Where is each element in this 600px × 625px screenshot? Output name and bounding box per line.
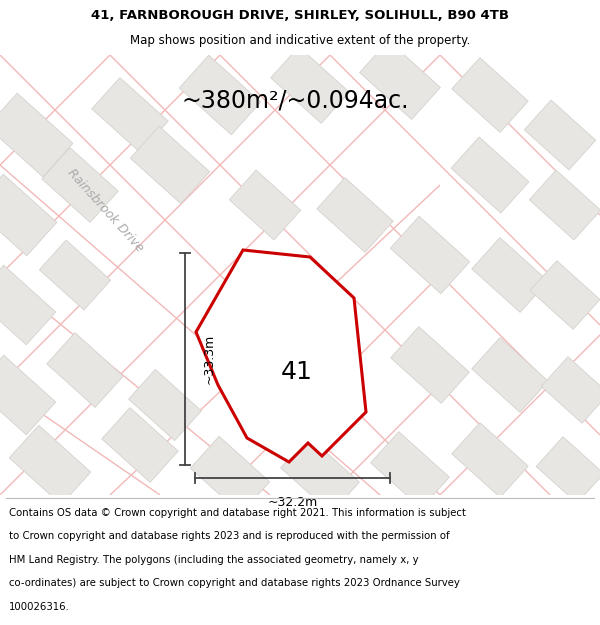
Text: to Crown copyright and database rights 2023 and is reproduced with the permissio: to Crown copyright and database rights 2… <box>9 531 449 541</box>
Text: ~33.3m: ~33.3m <box>203 334 216 384</box>
Text: co-ordinates) are subject to Crown copyright and database rights 2023 Ordnance S: co-ordinates) are subject to Crown copyr… <box>9 578 460 588</box>
Polygon shape <box>190 436 269 514</box>
Polygon shape <box>92 78 168 152</box>
Polygon shape <box>371 432 449 508</box>
Text: 41: 41 <box>281 360 313 384</box>
Polygon shape <box>472 338 548 412</box>
Polygon shape <box>536 437 600 503</box>
Polygon shape <box>229 330 301 400</box>
Polygon shape <box>530 261 600 329</box>
Polygon shape <box>271 47 349 123</box>
Polygon shape <box>40 240 110 310</box>
Polygon shape <box>281 437 359 513</box>
Text: ~380m²/~0.094ac.: ~380m²/~0.094ac. <box>181 88 409 112</box>
Polygon shape <box>524 100 596 170</box>
Polygon shape <box>317 177 393 252</box>
Polygon shape <box>359 41 440 119</box>
Polygon shape <box>452 422 528 498</box>
Polygon shape <box>102 408 178 482</box>
Text: Map shows position and indicative extent of the property.: Map shows position and indicative extent… <box>130 34 470 48</box>
Polygon shape <box>391 327 469 403</box>
Polygon shape <box>0 355 56 435</box>
Text: 41, FARNBOROUGH DRIVE, SHIRLEY, SOLIHULL, B90 4TB: 41, FARNBOROUGH DRIVE, SHIRLEY, SOLIHULL… <box>91 9 509 22</box>
Polygon shape <box>229 170 301 240</box>
Text: ~32.2m: ~32.2m <box>268 496 317 509</box>
Text: Contains OS data © Crown copyright and database right 2021. This information is : Contains OS data © Crown copyright and d… <box>9 508 466 518</box>
Polygon shape <box>0 93 73 177</box>
Polygon shape <box>391 216 470 294</box>
Polygon shape <box>0 265 56 345</box>
Polygon shape <box>47 332 123 408</box>
Text: HM Land Registry. The polygons (including the associated geometry, namely x, y: HM Land Registry. The polygons (includin… <box>9 555 419 565</box>
Polygon shape <box>452 58 528 132</box>
Polygon shape <box>9 425 91 505</box>
Polygon shape <box>128 369 202 441</box>
Polygon shape <box>130 126 209 204</box>
Text: 100026316.: 100026316. <box>9 602 70 612</box>
Polygon shape <box>179 55 261 135</box>
Text: Rainsbrook Drive: Rainsbrook Drive <box>64 166 146 254</box>
Polygon shape <box>472 238 548 312</box>
Polygon shape <box>196 250 366 462</box>
Polygon shape <box>42 148 118 222</box>
Polygon shape <box>529 170 600 240</box>
Polygon shape <box>541 357 600 423</box>
Polygon shape <box>451 137 529 213</box>
Polygon shape <box>0 174 57 256</box>
